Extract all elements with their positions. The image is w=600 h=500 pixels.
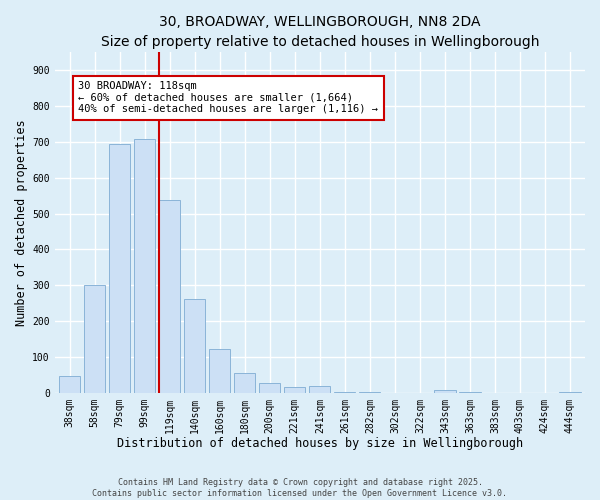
- Title: 30, BROADWAY, WELLINGBOROUGH, NN8 2DA
Size of property relative to detached hous: 30, BROADWAY, WELLINGBOROUGH, NN8 2DA Si…: [101, 15, 539, 48]
- Bar: [134, 140, 155, 392]
- Bar: [434, 390, 455, 392]
- Bar: [59, 376, 80, 392]
- X-axis label: Distribution of detached houses by size in Wellingborough: Distribution of detached houses by size …: [117, 437, 523, 450]
- Text: 30 BROADWAY: 118sqm
← 60% of detached houses are smaller (1,664)
40% of semi-det: 30 BROADWAY: 118sqm ← 60% of detached ho…: [79, 81, 379, 114]
- Bar: [84, 286, 106, 393]
- Bar: [284, 388, 305, 392]
- Text: Contains HM Land Registry data © Crown copyright and database right 2025.
Contai: Contains HM Land Registry data © Crown c…: [92, 478, 508, 498]
- Y-axis label: Number of detached properties: Number of detached properties: [15, 120, 28, 326]
- Bar: [184, 298, 205, 392]
- Bar: [109, 144, 130, 392]
- Bar: [209, 349, 230, 393]
- Bar: [234, 374, 256, 392]
- Bar: [159, 200, 181, 392]
- Bar: [259, 382, 280, 392]
- Bar: [309, 386, 331, 392]
